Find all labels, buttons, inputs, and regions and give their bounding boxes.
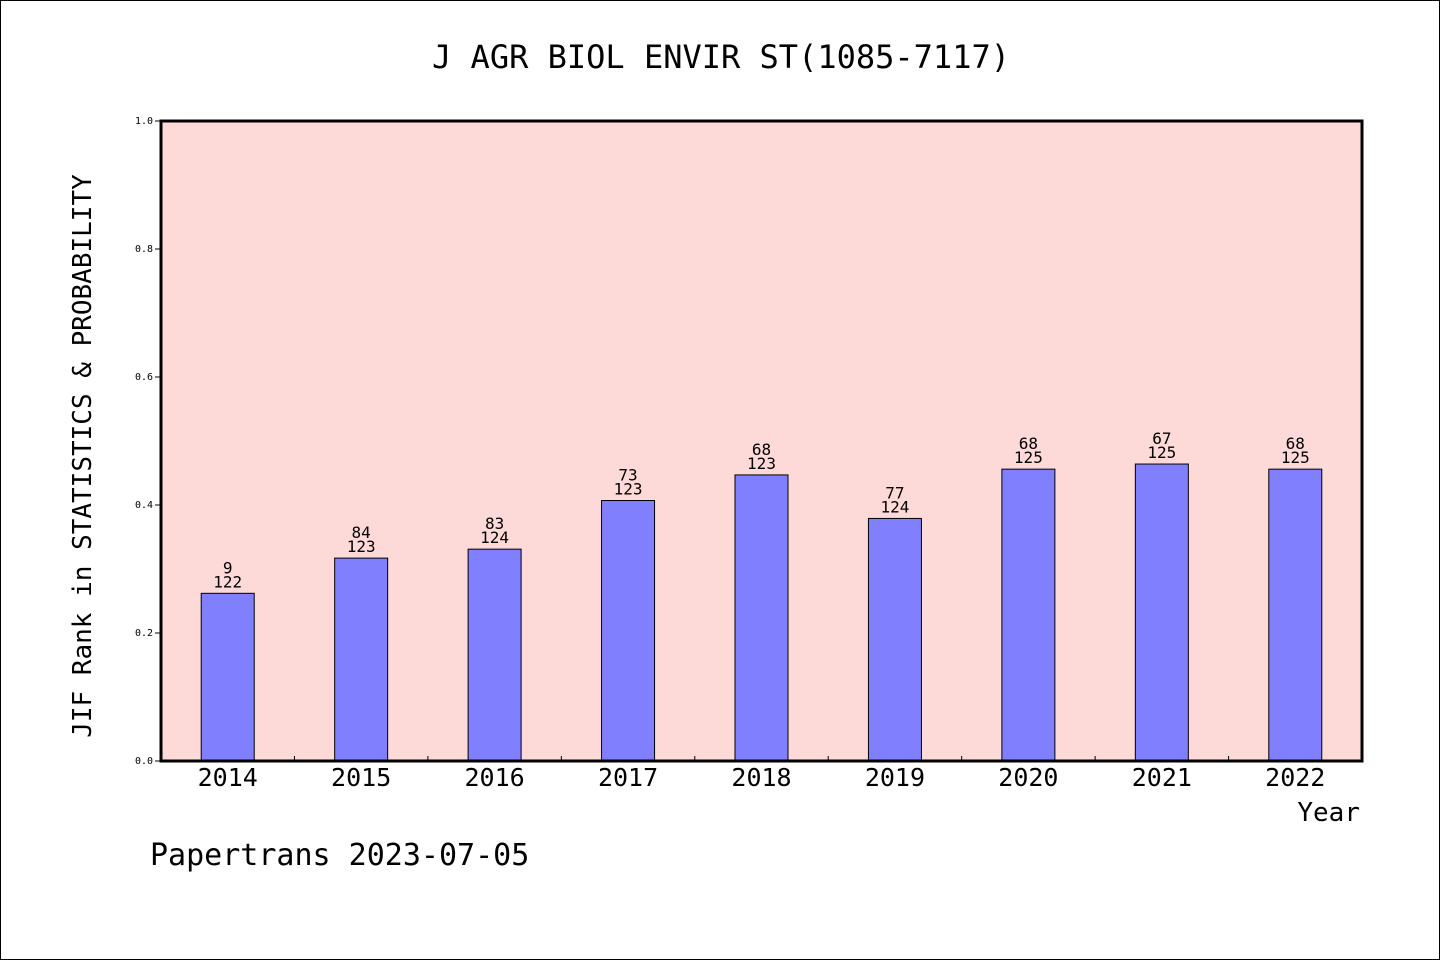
bar-rank-label: 73 xyxy=(618,466,637,485)
x-tick-label: 2018 xyxy=(731,763,791,792)
x-tick-label: 2015 xyxy=(331,763,391,792)
bar-total-label: 125 xyxy=(1147,443,1176,462)
bar xyxy=(867,517,922,762)
bar-total-label: 125 xyxy=(1281,448,1310,467)
bar xyxy=(1001,468,1056,762)
bar-total-label: 123 xyxy=(347,537,376,556)
y-tick-label: 0.8 xyxy=(135,244,153,255)
bar-rank-label: 77 xyxy=(885,483,904,502)
plot-border xyxy=(159,119,1364,763)
y-tick-label: 0.6 xyxy=(135,372,153,383)
bar-total-label: 124 xyxy=(880,497,909,516)
x-axis-title: Year xyxy=(1297,798,1360,828)
bar-total-label: 122 xyxy=(213,572,242,591)
bar-rank-label: 68 xyxy=(1286,434,1305,453)
footer-text: Papertrans 2023-07-05 xyxy=(150,838,529,873)
bar-total-label: 123 xyxy=(747,454,776,473)
bar xyxy=(1134,463,1189,762)
y-tick-label: 0.2 xyxy=(135,628,153,639)
bar xyxy=(334,557,389,762)
x-tick-label: 2017 xyxy=(598,763,658,792)
bar xyxy=(200,592,255,762)
x-tick-label: 2019 xyxy=(865,763,925,792)
bar xyxy=(1268,468,1323,762)
bar-rank-label: 68 xyxy=(752,440,771,459)
bar xyxy=(734,474,789,762)
x-tick-label: 2022 xyxy=(1265,763,1325,792)
chart-title: J AGR BIOL ENVIR ST(1085-7117) xyxy=(432,38,1010,76)
bar-rank-label: 9 xyxy=(223,558,233,577)
bar xyxy=(601,500,656,762)
y-tick-label: 0.4 xyxy=(135,500,153,511)
x-tick-label: 2014 xyxy=(198,763,258,792)
x-tick-label: 2021 xyxy=(1132,763,1192,792)
bar-rank-label: 67 xyxy=(1152,429,1171,448)
y-tick-label: 0.0 xyxy=(135,756,153,767)
x-tick-label: 2020 xyxy=(998,763,1058,792)
bar-rank-label: 84 xyxy=(352,523,371,542)
bar-total-label: 123 xyxy=(614,480,643,499)
bar xyxy=(467,548,522,762)
bar-rank-label: 68 xyxy=(1019,434,1038,453)
bar-rank-label: 83 xyxy=(485,514,504,533)
x-tick-label: 2016 xyxy=(465,763,525,792)
y-axis-title: JIF Rank in STATISTICS & PROBABILITY xyxy=(68,174,98,738)
y-tick-label: 1.0 xyxy=(135,116,153,127)
bar-total-label: 124 xyxy=(480,528,509,547)
bar-total-label: 125 xyxy=(1014,448,1043,467)
